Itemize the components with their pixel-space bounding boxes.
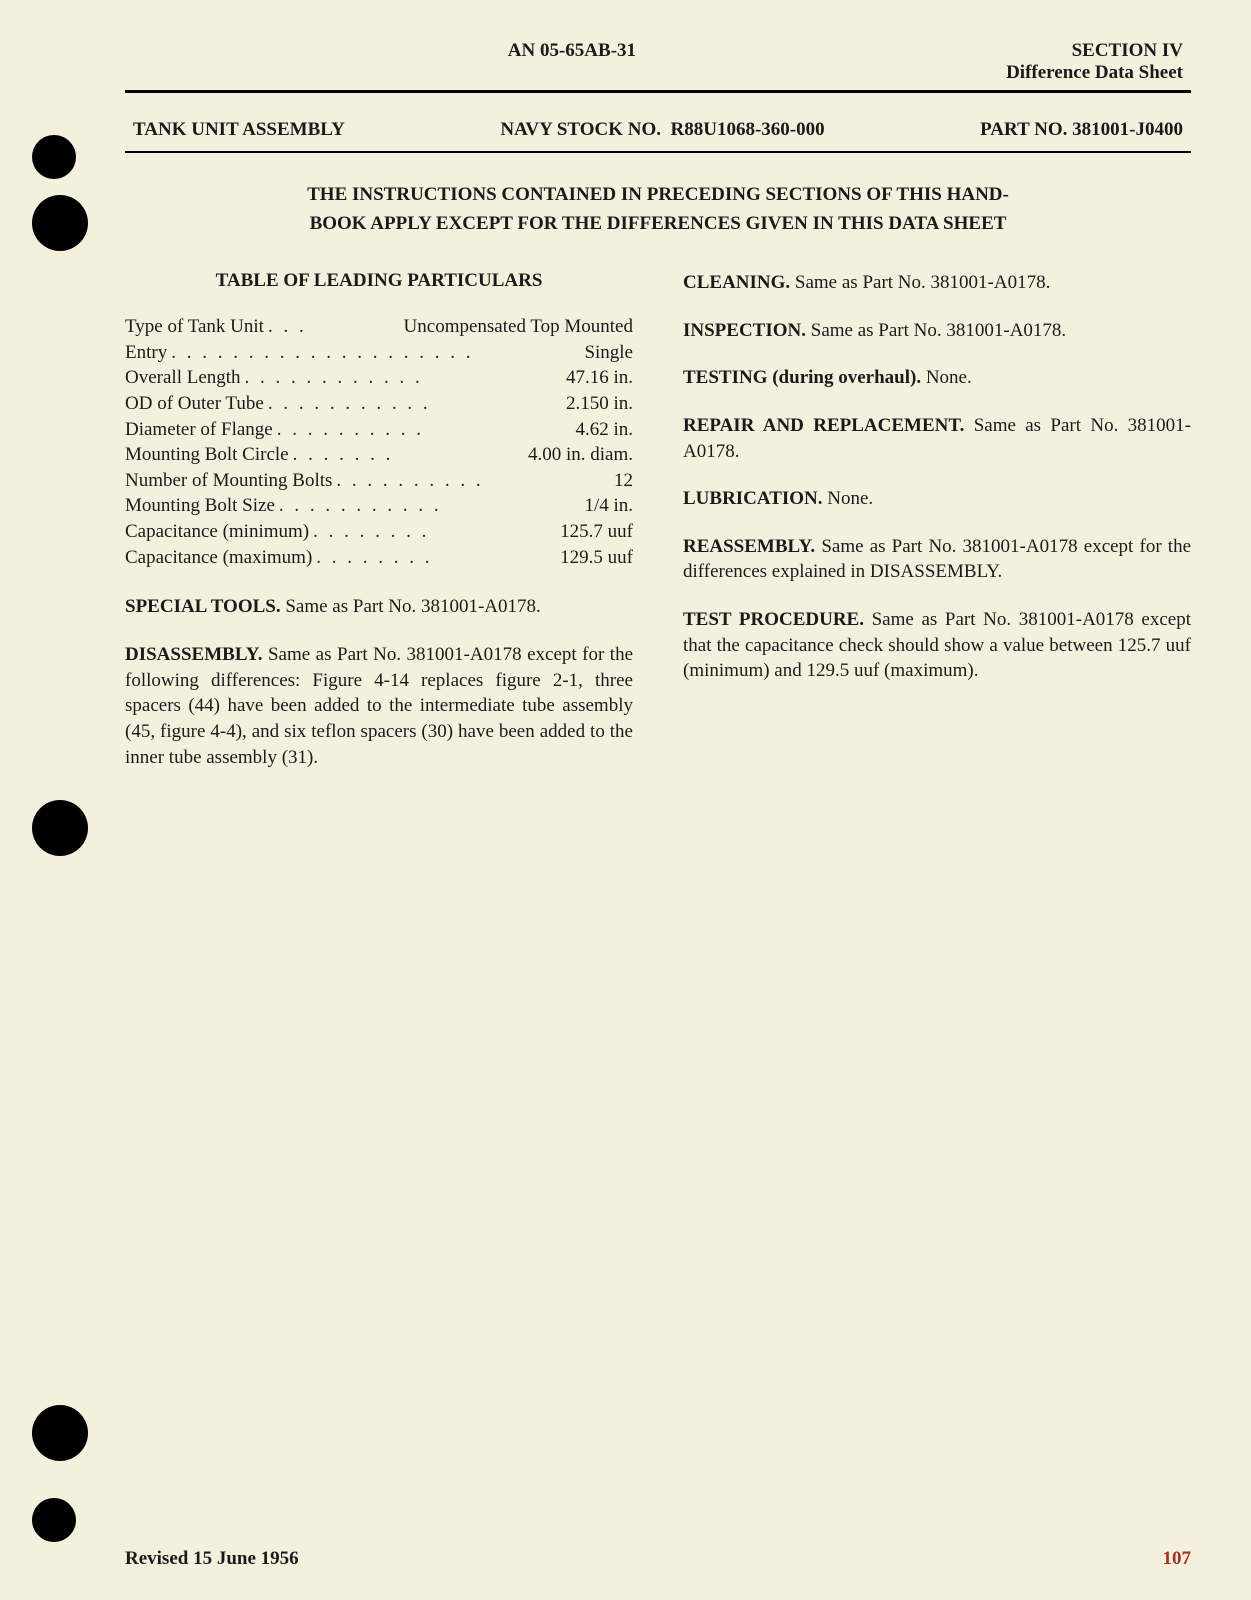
revision-date: Revised 15 June 1956: [125, 1548, 299, 1570]
lubrication-body: None.: [827, 488, 873, 509]
document-page: AN 05-65AB-31 SECTION IV Difference Data…: [0, 0, 1251, 1600]
stock-value: R88U1068-360-000: [671, 119, 825, 140]
spec-row: Overall Length . . . . . . . . . . . . 4…: [125, 365, 633, 391]
test-procedure-lead: TEST PROCEDURE.: [683, 609, 864, 630]
cleaning-body: Same as Part No. 381001-A0178.: [795, 272, 1050, 293]
spec-leader-dots: . . . . . . . . . . .: [275, 493, 585, 519]
reassembly-para: REASSEMBLY. Same as Part No. 381001-A017…: [683, 534, 1191, 585]
page-number: 107: [1163, 1548, 1192, 1570]
spec-label: Mounting Bolt Circle: [125, 442, 289, 468]
right-column: CLEANING. Same as Part No. 381001-A0178.…: [683, 270, 1191, 792]
testing-body: None.: [926, 367, 972, 388]
document-number: AN 05-65AB-31: [138, 40, 1006, 84]
spec-row: Mounting Bolt Size . . . . . . . . . . .…: [125, 493, 633, 519]
spec-row: Entry . . . . . . . . . . . . . . . . . …: [125, 340, 633, 366]
reassembly-lead: REASSEMBLY.: [683, 536, 815, 557]
part-value: 381001-J0400: [1072, 119, 1183, 140]
disassembly-para: DISASSEMBLY. Same as Part No. 381001-A01…: [125, 642, 633, 770]
spec-leader-dots: . . . . . . . .: [312, 545, 560, 571]
inspection-body: Same as Part No. 381001-A0178.: [811, 320, 1066, 341]
section-label: SECTION IV: [1006, 40, 1183, 62]
spec-label: Entry: [125, 340, 167, 366]
part-identifier-row: TANK UNIT ASSEMBLY NAVY STOCK NO. R88U10…: [125, 119, 1191, 147]
cleaning-lead: CLEANING.: [683, 272, 790, 293]
sheet-type: Difference Data Sheet: [1006, 62, 1183, 84]
special-tools-para: SPECIAL TOOLS. Same as Part No. 381001-A…: [125, 594, 633, 620]
banner-line-1: THE INSTRUCTIONS CONTAINED IN PRECEDING …: [125, 181, 1191, 210]
left-column: TABLE OF LEADING PARTICULARS Type of Tan…: [125, 270, 633, 792]
spec-value: 2.150 in.: [566, 391, 633, 417]
instruction-banner: THE INSTRUCTIONS CONTAINED IN PRECEDING …: [125, 181, 1191, 238]
spec-label: Capacitance (maximum): [125, 545, 312, 571]
spec-label: OD of Outer Tube: [125, 391, 264, 417]
hole-punch-mark: [32, 1498, 76, 1542]
special-tools-lead: SPECIAL TOOLS.: [125, 596, 281, 617]
spec-value: 125.7 uuf: [560, 519, 633, 545]
spec-row: Diameter of Flange . . . . . . . . . . 4…: [125, 417, 633, 443]
spec-value: 12: [614, 468, 633, 494]
page-footer: Revised 15 June 1956 107: [125, 1548, 1191, 1570]
spec-leader-dots: . . . . . . .: [289, 442, 528, 468]
cleaning-para: CLEANING. Same as Part No. 381001-A0178.: [683, 270, 1191, 296]
spec-row: Number of Mounting Bolts . . . . . . . .…: [125, 468, 633, 494]
testing-para: TESTING (during overhaul). None.: [683, 365, 1191, 391]
disassembly-lead: DISASSEMBLY.: [125, 644, 262, 665]
hole-punch-mark: [32, 1405, 88, 1461]
spec-value: Single: [584, 340, 633, 366]
spec-label: Overall Length: [125, 365, 241, 391]
lubrication-lead: LUBRICATION.: [683, 488, 823, 509]
spec-value: Uncompensated Top Mounted: [404, 314, 633, 340]
spec-label: Diameter of Flange: [125, 417, 273, 443]
stock-number: NAVY STOCK NO. R88U1068-360-000: [500, 119, 824, 141]
spec-value: 4.62 in.: [575, 417, 633, 443]
spec-value: 1/4 in.: [584, 493, 633, 519]
assembly-name: TANK UNIT ASSEMBLY: [133, 119, 345, 141]
content-columns: TABLE OF LEADING PARTICULARS Type of Tan…: [125, 270, 1191, 792]
page-top-header: AN 05-65AB-31 SECTION IV Difference Data…: [125, 40, 1191, 84]
lubrication-para: LUBRICATION. None.: [683, 486, 1191, 512]
header-rule: [125, 90, 1191, 93]
spec-leader-dots: . . . . . . . . . . . . . . . . . . . .: [167, 340, 584, 366]
spec-leader-dots: . . . . . . . . . . . .: [241, 365, 566, 391]
hole-punch-mark: [32, 800, 88, 856]
spec-leader-dots: . . .: [264, 314, 404, 340]
hole-punch-mark: [32, 195, 88, 251]
inspection-lead: INSPECTION.: [683, 320, 806, 341]
particulars-table: Type of Tank Unit . . . Uncompensated To…: [125, 314, 633, 570]
stock-label: NAVY STOCK NO.: [500, 119, 661, 140]
spec-value: 129.5 uuf: [560, 545, 633, 571]
test-procedure-para: TEST PROCEDURE. Same as Part No. 381001-…: [683, 607, 1191, 684]
spec-row: Type of Tank Unit . . . Uncompensated To…: [125, 314, 633, 340]
banner-line-2: BOOK APPLY EXCEPT FOR THE DIFFERENCES GI…: [125, 210, 1191, 239]
spec-label: Number of Mounting Bolts: [125, 468, 332, 494]
spec-leader-dots: . . . . . . . . . . .: [264, 391, 566, 417]
inspection-para: INSPECTION. Same as Part No. 381001-A017…: [683, 318, 1191, 344]
spec-value: 47.16 in.: [566, 365, 633, 391]
spec-label: Type of Tank Unit: [125, 314, 264, 340]
part-label: PART NO.: [980, 119, 1067, 140]
spec-leader-dots: . . . . . . . . . .: [332, 468, 614, 494]
repair-lead: REPAIR AND REPLACEMENT.: [683, 415, 964, 436]
spec-label: Capacitance (minimum): [125, 519, 309, 545]
spec-leader-dots: . . . . . . . .: [309, 519, 560, 545]
special-tools-body: Same as Part No. 381001-A0178.: [285, 596, 540, 617]
part-number: PART NO. 381001-J0400: [980, 119, 1183, 141]
header-right: SECTION IV Difference Data Sheet: [1006, 40, 1183, 84]
spec-value: 4.00 in. diam.: [528, 442, 633, 468]
particulars-title: TABLE OF LEADING PARTICULARS: [125, 270, 633, 292]
repair-para: REPAIR AND REPLACEMENT. Same as Part No.…: [683, 413, 1191, 464]
spec-label: Mounting Bolt Size: [125, 493, 275, 519]
subheader-rule-bottom: [125, 151, 1191, 153]
spec-row: OD of Outer Tube . . . . . . . . . . . 2…: [125, 391, 633, 417]
spec-leader-dots: . . . . . . . . . .: [273, 417, 576, 443]
spec-row: Capacitance (maximum) . . . . . . . . 12…: [125, 545, 633, 571]
testing-lead: TESTING (during overhaul).: [683, 367, 921, 388]
spec-row: Mounting Bolt Circle . . . . . . . 4.00 …: [125, 442, 633, 468]
spec-row: Capacitance (minimum) . . . . . . . . 12…: [125, 519, 633, 545]
hole-punch-mark: [32, 135, 76, 179]
